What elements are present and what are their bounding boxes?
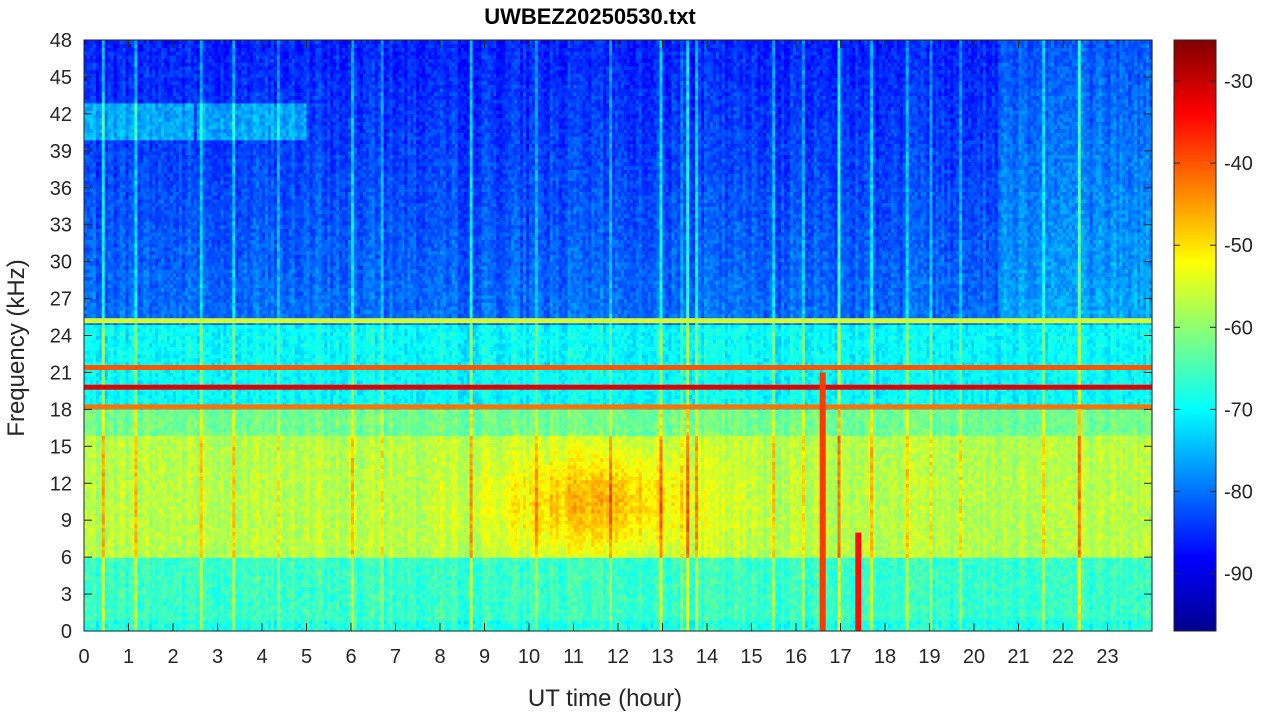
spectrogram-plot <box>84 40 1153 632</box>
chart-title: UWBEZ20250530.txt <box>484 4 696 29</box>
